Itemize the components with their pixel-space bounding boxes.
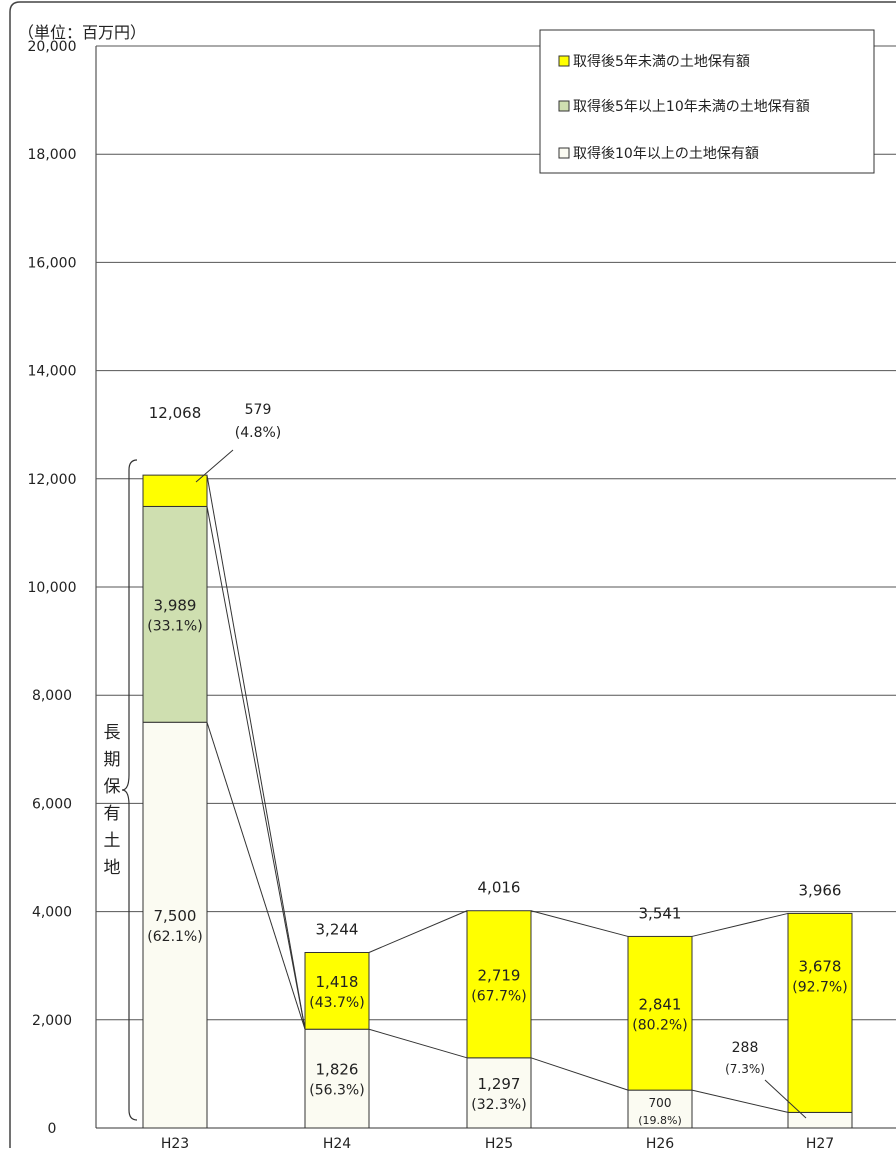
bar-segment bbox=[787, 1111, 853, 1129]
x-tick-label: H25 bbox=[485, 1136, 513, 1150]
connector-line bbox=[691, 912, 789, 937]
y-tick-label: 16,000 bbox=[28, 255, 77, 271]
total-label: 3,244 bbox=[316, 920, 359, 938]
long-term-char: 期 bbox=[104, 750, 121, 770]
data-label-pct: (56.3%) bbox=[309, 1083, 364, 1099]
data-label-pct: (7.3%) bbox=[725, 1062, 765, 1076]
legend-swatch-under5 bbox=[558, 55, 570, 67]
y-tick-label: 8,000 bbox=[32, 688, 72, 704]
long-term-char: 地 bbox=[104, 858, 121, 878]
data-label-pct: (67.7%) bbox=[471, 988, 526, 1004]
data-label-pct: (4.8%) bbox=[235, 425, 282, 441]
long-term-char: 有 bbox=[104, 804, 121, 824]
data-label: 1,826 bbox=[316, 1061, 359, 1079]
bar-segment bbox=[304, 951, 370, 1030]
bar-segment bbox=[142, 474, 208, 507]
connector-line bbox=[206, 506, 306, 1030]
long-term-char: 土 bbox=[104, 831, 121, 851]
total-label: 3,541 bbox=[639, 904, 682, 922]
data-label: 3,989 bbox=[154, 596, 197, 614]
x-tick-label: H26 bbox=[646, 1136, 674, 1150]
legend-box bbox=[539, 29, 875, 174]
data-label-pct: (43.7%) bbox=[309, 995, 364, 1011]
callout-line bbox=[764, 1079, 807, 1119]
bar-segment bbox=[142, 721, 208, 1129]
total-label: 3,966 bbox=[799, 881, 842, 899]
connector-line bbox=[530, 1057, 629, 1091]
bar-segment bbox=[627, 935, 693, 1091]
connector-line bbox=[691, 1089, 789, 1113]
long-term-char: 長 bbox=[104, 723, 121, 743]
data-label-pct: (80.2%) bbox=[632, 1017, 687, 1033]
data-label-pct: (32.3%) bbox=[471, 1097, 526, 1113]
legend-label-under5: 取得後5年未満の土地保有額 bbox=[573, 53, 750, 70]
data-label: 3,678 bbox=[799, 957, 842, 975]
x-tick-label: H24 bbox=[323, 1136, 351, 1150]
callout-line bbox=[195, 449, 234, 483]
y-tick-label: 0 bbox=[48, 1121, 57, 1137]
total-label: 12,068 bbox=[149, 404, 202, 422]
y-tick-label: 20,000 bbox=[28, 39, 77, 55]
x-tick-label: H27 bbox=[806, 1136, 834, 1150]
data-label-pct: (92.7%) bbox=[792, 979, 847, 995]
data-label: 1,297 bbox=[478, 1075, 521, 1093]
y-tick-label: 2,000 bbox=[32, 1013, 72, 1029]
bar-segment bbox=[787, 912, 853, 1113]
connector-line bbox=[530, 910, 629, 937]
y-tick-label: 18,000 bbox=[28, 147, 77, 163]
data-label: 579 bbox=[245, 402, 272, 418]
y-tick-label: 12,000 bbox=[28, 472, 77, 488]
data-label: 2,841 bbox=[639, 995, 682, 1013]
data-label: 2,719 bbox=[478, 966, 521, 984]
data-label: 700 bbox=[649, 1096, 672, 1110]
bar-segment bbox=[466, 910, 532, 1059]
legend: 取得後5年未満の土地保有額 取得後5年以上10年未満の土地保有額 取得後10年以… bbox=[539, 29, 875, 174]
connector-line bbox=[206, 722, 306, 1030]
connector-line bbox=[368, 1028, 468, 1059]
data-label-pct: (62.1%) bbox=[147, 929, 202, 945]
y-tick-label: 4,000 bbox=[32, 905, 72, 921]
data-label-pct: (19.8%) bbox=[638, 1114, 682, 1127]
total-label: 4,016 bbox=[478, 879, 521, 897]
y-tick-label: 10,000 bbox=[28, 580, 77, 596]
y-tick-label: 14,000 bbox=[28, 364, 77, 380]
data-label-pct: (33.1%) bbox=[147, 618, 202, 634]
legend-swatch-over10 bbox=[558, 147, 570, 159]
legend-label-5to10: 取得後5年以上10年未満の土地保有額 bbox=[573, 98, 810, 115]
y-tick-label: 6,000 bbox=[32, 796, 72, 812]
connector-line bbox=[368, 910, 468, 953]
legend-swatch-5to10 bbox=[558, 100, 570, 112]
long-term-char: 保 bbox=[104, 777, 121, 797]
connector-line bbox=[206, 475, 306, 1030]
bar-segment bbox=[142, 505, 208, 723]
x-tick-label: H23 bbox=[161, 1136, 189, 1150]
bar-segment bbox=[466, 1057, 532, 1129]
data-label: 1,418 bbox=[316, 973, 359, 991]
bar-segment bbox=[627, 1089, 693, 1129]
legend-label-over10: 取得後10年以上の土地保有額 bbox=[573, 145, 759, 162]
data-label: 7,500 bbox=[154, 907, 197, 925]
bar-segment bbox=[304, 1028, 370, 1129]
unit-label: （単位：百万円） bbox=[18, 23, 146, 42]
chart-border bbox=[9, 1, 896, 1148]
long-term-bracket bbox=[121, 459, 138, 1121]
data-label: 288 bbox=[732, 1040, 759, 1056]
